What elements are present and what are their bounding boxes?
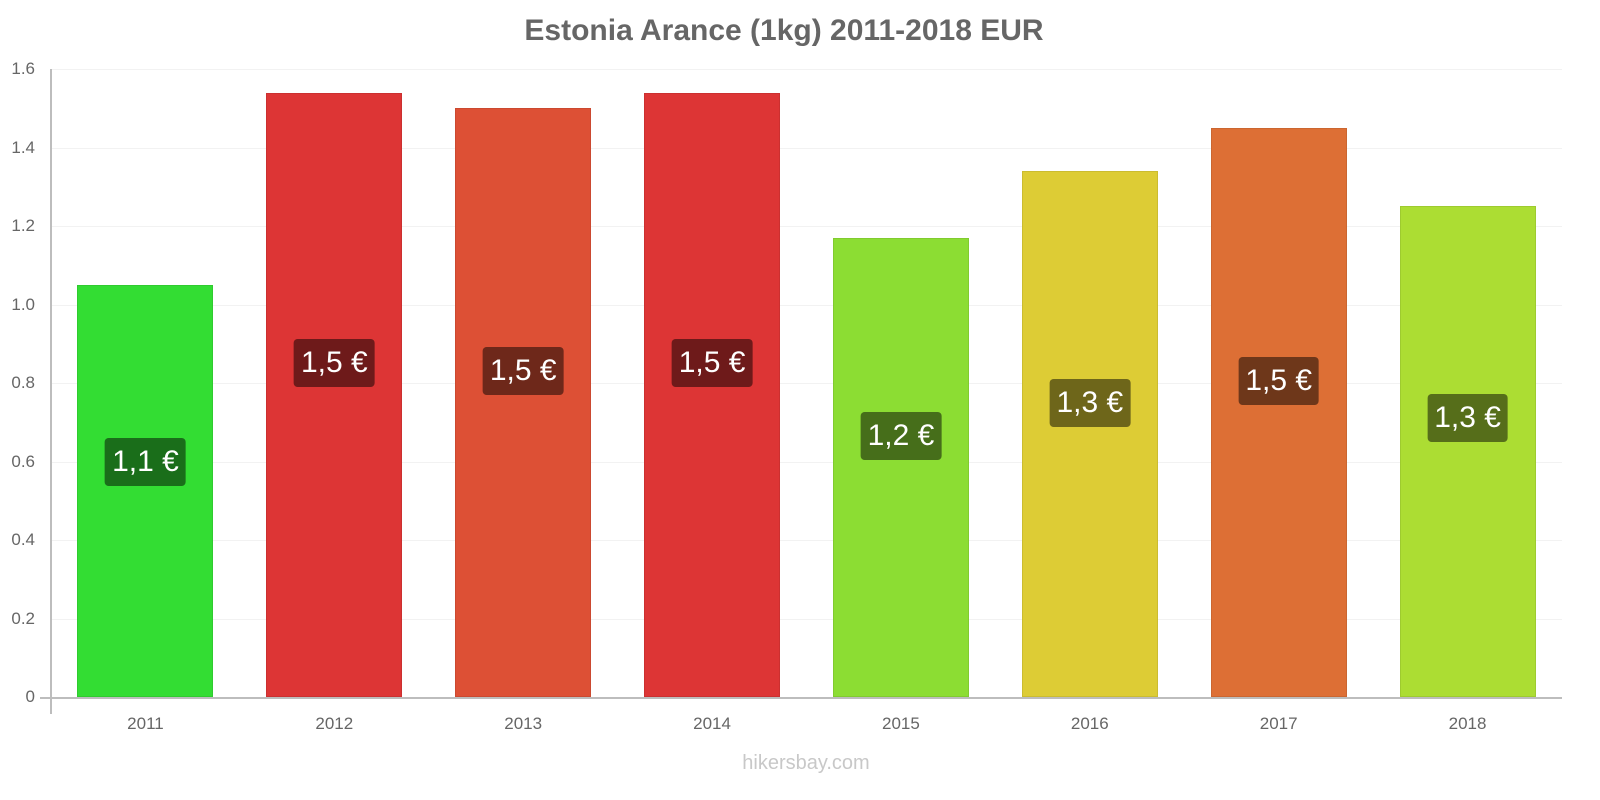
y-tick-label: 1.2 [11,216,35,235]
bar-2011[interactable] [77,284,214,697]
gridline [51,304,1562,306]
y-tick-label: 1.4 [11,137,35,157]
gridline [51,226,1562,227]
bar-2016[interactable] [1021,171,1158,697]
y-tick-label: 1.6 [11,59,35,78]
bar-2013[interactable] [455,108,592,697]
data-label-2017: 1,5 € [1238,357,1320,406]
x-tick-label: 2015 [882,714,920,733]
plot-area: 1,1 € 1,5 € 1,5 € 1,5 € 1,2 € 1,3 € 1,5 € 1,3 € [51,69,1562,697]
y-tick-label: 1.0 [11,294,35,314]
bar-2017[interactable] [1210,127,1347,697]
x-tick-label: 2016 [1070,714,1109,733]
data-label-2015: 1,2 € [860,411,942,460]
watermark: hikersbay.com [742,752,870,774]
y-tick-label: 0.6 [11,451,35,471]
gridline [51,618,1562,620]
bar-2012[interactable] [266,92,403,697]
x-axis-line [40,697,1562,699]
gridline [51,540,1562,541]
data-label-2013: 1,5 € [482,347,564,396]
data-label-2014: 1,5 € [671,339,753,388]
y-tick-label: 0.2 [11,608,35,628]
x-tick-label: 2014 [693,714,731,733]
bar-2018[interactable] [1399,206,1536,697]
gridline [51,69,1562,70]
gridline [51,383,1562,384]
data-label-2018: 1,3 € [1427,394,1508,443]
y-tick-label: 0.8 [11,373,35,392]
gridline [51,147,1562,149]
bar-2015[interactable] [832,237,969,697]
gridline [51,461,1562,463]
x-tick-label: 2017 [1259,714,1298,733]
y-tick-label: 0.4 [11,530,35,549]
x-tick-label: 2011 [127,714,164,733]
data-label-2012: 1,5 € [293,339,375,388]
y-tick-label: 0 [25,687,35,706]
y-axis-line [50,69,52,714]
bar-2014[interactable] [644,92,781,697]
x-tick-label: 2012 [315,714,354,733]
x-tick-label: 2013 [504,714,543,733]
x-tick-label: 2018 [1448,714,1487,733]
data-label-2016: 1,3 € [1049,378,1131,427]
chart-title: Estonia Arance (1kg) 2011-2018 EUR [524,14,1044,47]
data-label-2011: 1,1 € [105,437,186,486]
